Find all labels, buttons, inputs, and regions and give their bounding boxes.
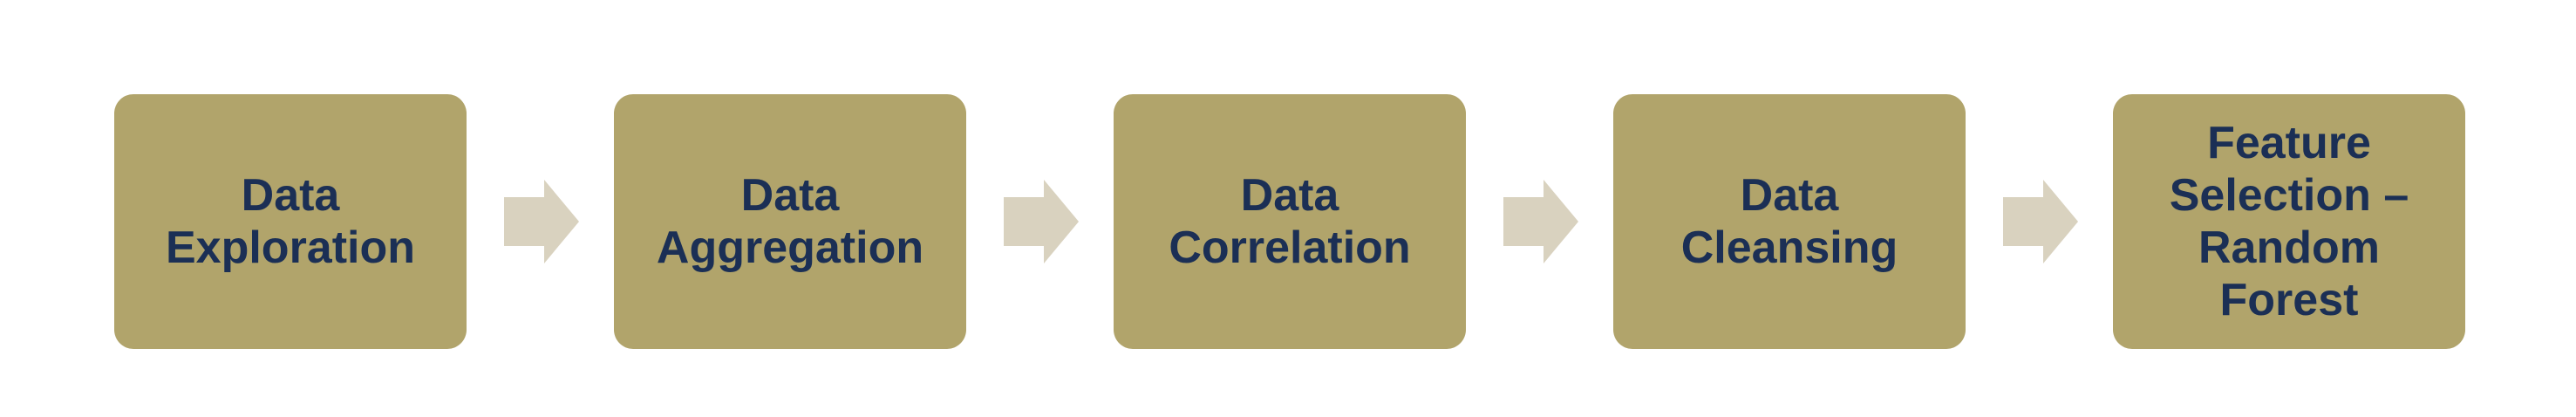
step-feature-selection-random-forest: Feature Selection – Random Forest <box>2113 94 2465 349</box>
step-label: Data Correlation <box>1169 170 1411 273</box>
step-data-cleansing: Data Cleansing <box>1613 94 1966 349</box>
right-arrow-icon <box>1503 180 1578 263</box>
right-arrow-icon <box>2003 180 2078 263</box>
step-data-correlation: Data Correlation <box>1114 94 1466 349</box>
right-arrow-icon <box>1004 180 1079 263</box>
step-label: Feature Selection – Random Forest <box>2169 118 2409 325</box>
step-data-exploration: Data Exploration <box>114 94 467 349</box>
step-label: Data Aggregation <box>656 170 924 273</box>
right-arrow-icon <box>504 180 579 263</box>
step-data-aggregation: Data Aggregation <box>614 94 966 349</box>
step-label: Data Cleansing <box>1680 170 1898 273</box>
step-label: Data Exploration <box>165 170 416 273</box>
